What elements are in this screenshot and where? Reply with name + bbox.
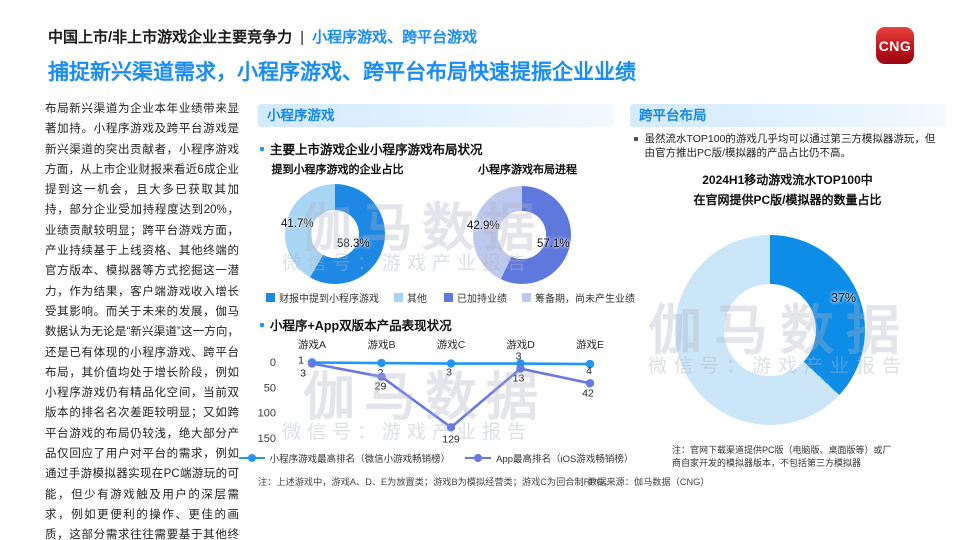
section-badge-crossplatform: 跨平台布局 xyxy=(630,104,945,127)
svg-text:50: 50 xyxy=(264,382,276,394)
section-badge-miniprogram: 小程序游戏 xyxy=(258,104,614,127)
legend-item: App最高排名（iOS游戏畅销榜） xyxy=(465,451,633,465)
legend-item: 财报中提到小程序游戏 xyxy=(266,290,379,305)
donut2-label-preparing: 42.9% xyxy=(467,220,500,232)
svg-text:3: 3 xyxy=(516,351,522,363)
legend-line-swatch xyxy=(465,454,492,462)
legend-swatch xyxy=(266,293,275,302)
donut1-label-other: 41.7% xyxy=(281,218,314,230)
cng-logo-text: CNG xyxy=(878,37,912,54)
legend-item: 其他 xyxy=(394,290,427,305)
crossplatform-bullet: 虽然流水TOP100的游戏几乎均可以通过第三方模拟器游玩，但由官方推出PC版/模… xyxy=(634,132,936,160)
donut-chart-pc-version xyxy=(675,235,865,425)
page-title: 捕捉新兴渠道需求，小程序游戏、跨平台布局快速提振企业业绩 xyxy=(48,61,636,84)
bullet-title-dual-version: 小程序+App双版本产品表现状况 xyxy=(260,315,452,334)
svg-text:游戏D: 游戏D xyxy=(506,338,535,351)
page-header: 中国上市/非上市游戏企业主要竞争力 | 小程序游戏、跨平台游戏 xyxy=(48,26,477,47)
svg-text:4: 4 xyxy=(586,365,592,377)
legend-swatch xyxy=(394,293,403,302)
donut-chart-progress xyxy=(473,186,571,284)
donut2-label-boosted: 57.1% xyxy=(537,238,570,250)
line-chart-legend: 小程序游戏最高排名（微信小游戏畅销榜） App最高排名（iOS游戏畅销榜） xyxy=(238,451,633,465)
legend-item: 已加持业绩 xyxy=(444,290,507,305)
summary-paragraph: 布局新兴渠道为企业本年业绩带来显著加持。小程序游戏及跨平台游戏是新兴渠道的突出贡… xyxy=(45,103,239,540)
bullet-icon xyxy=(260,146,264,151)
header-title: 中国上市/非上市游戏企业主要竞争力 xyxy=(48,29,293,46)
svg-text:3: 3 xyxy=(446,367,452,379)
legend-swatch xyxy=(444,293,453,302)
svg-text:游戏E: 游戏E xyxy=(576,338,604,351)
bullet-icon xyxy=(634,137,638,141)
donut1-title: 提到小程序游戏的企业占比 xyxy=(271,164,404,176)
ranking-line-chart: 050100150游戏A游戏B游戏C游戏D游戏E123343291291342 xyxy=(258,338,604,445)
legend-swatch xyxy=(522,293,531,302)
svg-text:游戏C: 游戏C xyxy=(437,338,466,351)
svg-text:42: 42 xyxy=(582,387,594,399)
svg-text:3: 3 xyxy=(300,368,306,380)
donut2-title: 小程序游戏布局进程 xyxy=(478,164,577,176)
donut2-legend: 已加持业绩 筹备期，尚未产生业绩 xyxy=(444,290,635,305)
donut1-legend: 财报中提到小程序游戏 其他 xyxy=(266,290,427,305)
legend-item: 筹备期，尚未产生业绩 xyxy=(522,290,635,305)
header-topic: 小程序游戏、跨平台游戏 xyxy=(312,29,478,46)
donut1-label-mentioned: 58.3% xyxy=(337,238,370,250)
right-chart-title-line1: 2024H1移动游戏流水TOP100中 xyxy=(702,173,873,187)
svg-text:13: 13 xyxy=(513,373,525,385)
svg-text:游戏A: 游戏A xyxy=(298,338,326,351)
bullet-icon xyxy=(260,322,264,327)
svg-text:29: 29 xyxy=(375,381,387,393)
svg-text:0: 0 xyxy=(270,357,276,369)
svg-text:1: 1 xyxy=(298,355,304,367)
right-chart-note: 注：官网下载渠道提供PC版（电脑版、桌面版等）或厂商自家开发的模拟器版本，不包括… xyxy=(672,445,892,468)
legend-line-swatch xyxy=(238,454,265,462)
cng-logo: CNG xyxy=(876,27,914,64)
donut3-label: 37% xyxy=(831,291,857,305)
bullet-title-layout-status: 主要上市游戏企业小程序游戏布局状况 xyxy=(260,139,483,158)
svg-text:129: 129 xyxy=(442,433,460,445)
data-source: 数据来源：伽马数据（CNG） xyxy=(588,477,710,487)
header-separator: | xyxy=(300,29,305,46)
svg-text:游戏B: 游戏B xyxy=(367,338,395,351)
right-chart-title-line2: 在官网提供PC版/模拟器的数量占比 xyxy=(693,193,882,207)
svg-text:100: 100 xyxy=(258,408,276,420)
svg-text:150: 150 xyxy=(258,433,276,445)
legend-item: 小程序游戏最高排名（微信小游戏畅销榜） xyxy=(238,451,450,465)
donut-chart-mention-ratio xyxy=(285,184,385,284)
chart-note: 注：上述游戏中，游戏A、D、E为放置类；游戏B为模拟经营类；游戏C为回合制RPG… xyxy=(258,477,613,487)
